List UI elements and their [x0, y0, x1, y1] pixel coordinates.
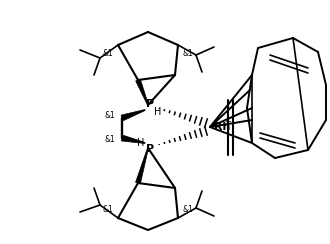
- Text: &1: &1: [103, 49, 114, 58]
- Text: &1: &1: [105, 135, 115, 144]
- Text: H: H: [137, 138, 145, 148]
- Text: &1: &1: [182, 205, 193, 214]
- Polygon shape: [136, 79, 148, 105]
- Polygon shape: [121, 110, 145, 121]
- Text: &1: &1: [182, 49, 193, 58]
- Text: Rh: Rh: [214, 122, 230, 132]
- Text: P: P: [146, 99, 154, 109]
- Polygon shape: [121, 135, 145, 143]
- Text: &1: &1: [103, 205, 114, 214]
- Text: +: +: [224, 118, 231, 126]
- Text: P: P: [146, 144, 154, 154]
- Text: H: H: [154, 107, 162, 117]
- Text: &1: &1: [105, 112, 115, 121]
- Polygon shape: [136, 148, 148, 184]
